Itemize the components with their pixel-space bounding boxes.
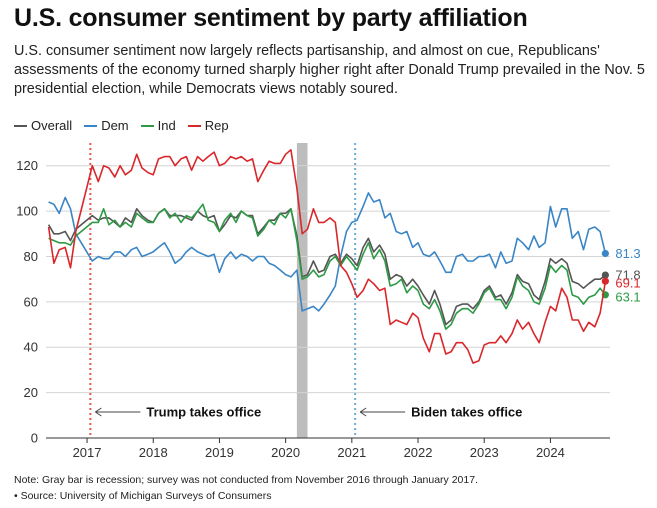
end-label-dem: 81.3: [615, 246, 640, 261]
end-point-rep: [601, 277, 609, 285]
y-tick-label: 0: [31, 431, 38, 446]
y-tick-label: 120: [16, 158, 38, 173]
event-label: Biden takes office: [411, 405, 522, 420]
chart-note: Note: Gray bar is recession; survey was …: [14, 474, 478, 486]
line-chart: 0 20 40 60 80 100 120 2017 2018 2019 2020 2021 2022 2…: [16, 143, 641, 460]
x-tick-label: 2019: [205, 445, 234, 460]
series-line-ind: [48, 203, 607, 330]
y-tick-label: 80: [24, 249, 38, 264]
legend-item-rep: Rep: [187, 118, 229, 133]
x-tick-label: 2020: [271, 445, 300, 460]
x-tick-label: 2022: [404, 445, 433, 460]
series-line-dem: [48, 192, 607, 312]
x-tick-label: 2018: [139, 445, 168, 460]
chart-legend: Overall Dem Ind Rep: [14, 118, 229, 133]
legend-item-ind: Ind: [140, 118, 176, 133]
legend-item-overall: Overall: [14, 118, 72, 133]
legend-label: Ind: [157, 118, 176, 133]
legend-swatch: [187, 124, 201, 127]
legend-label: Dem: [101, 118, 129, 133]
end-label-rep: 69.1: [615, 276, 640, 291]
legend-label: Overall: [31, 118, 73, 133]
x-tick-label: 2017: [73, 445, 102, 460]
x-tick-label: 2024: [536, 445, 565, 460]
chart-title: U.S. consumer sentiment by party affilia…: [14, 4, 528, 32]
series-line-rep: [47, 149, 607, 364]
x-tick-label: 2021: [337, 445, 366, 460]
end-label-ind: 63.1: [615, 289, 640, 304]
series-line-overall: [47, 208, 606, 326]
legend-swatch: [140, 124, 154, 127]
legend-swatch: [14, 124, 27, 127]
x-tick-label: 2023: [470, 445, 499, 460]
y-tick-label: 20: [24, 385, 38, 400]
recession-bar: [296, 143, 308, 438]
y-tick-label: 100: [16, 204, 38, 219]
event-arrow-head: [95, 407, 102, 417]
event-arrow-head: [359, 407, 367, 417]
y-tick-label: 40: [24, 340, 38, 355]
chart-subtitle: U.S. consumer sentiment now largely refl…: [14, 43, 645, 97]
chart-source: • Source: University of Michigan Surveys…: [14, 490, 272, 502]
end-point-dem: [601, 249, 609, 258]
end-point-overall: [601, 271, 609, 279]
event-label: Trump takes office: [146, 405, 261, 420]
end-label-overall: 71.8: [615, 268, 640, 283]
y-tick-label: 60: [24, 294, 38, 309]
legend-item-dem: Dem: [84, 118, 129, 133]
legend-swatch: [84, 124, 98, 127]
legend-label: Rep: [204, 118, 229, 133]
